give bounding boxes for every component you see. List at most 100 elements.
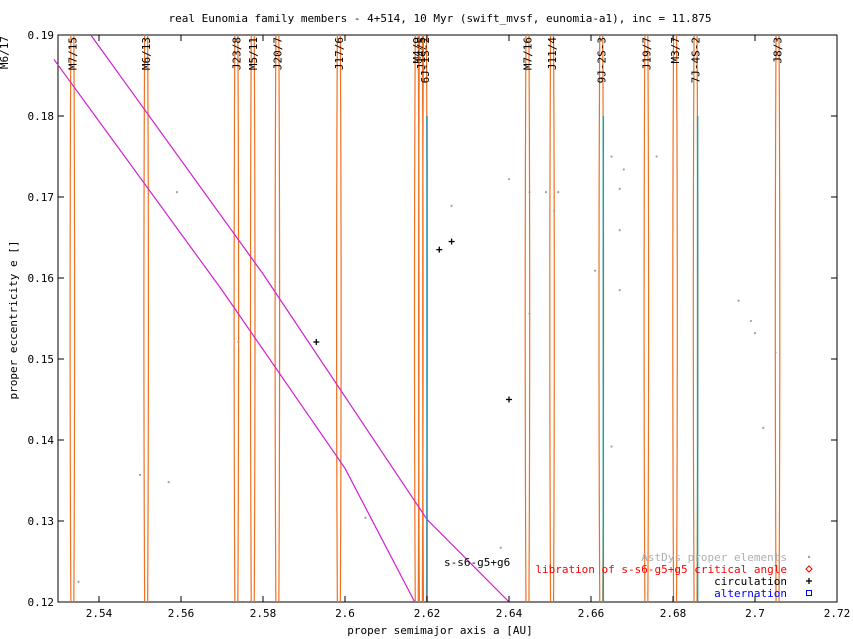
y-tick-label: 0.16 (28, 272, 55, 285)
resonance-edge (692, 34, 695, 603)
astdys-point (175, 191, 178, 194)
resonance-line: M7/16 (521, 34, 534, 603)
resonance-edge (524, 34, 527, 603)
astdys-point (557, 191, 560, 194)
resonance-edge (528, 34, 531, 603)
astdys-point (138, 473, 142, 476)
x-tick-label: 2.7 (745, 607, 765, 620)
resonance-label: J17/6 (333, 37, 346, 70)
resonance-edge (249, 34, 252, 603)
resonance-edge (336, 34, 338, 603)
legend-marker (807, 555, 811, 559)
legend-entry: circulation (714, 575, 812, 588)
resonance-label: J11/4 (546, 37, 559, 70)
resonance-edge (274, 34, 277, 603)
legend-label: circulation (714, 575, 787, 588)
x-axis-label: proper semimajor axis a [AU] (347, 624, 532, 637)
resonance-edge (643, 34, 646, 603)
astdys-point (544, 191, 548, 194)
circulation-point (506, 396, 512, 403)
astdys-point (762, 426, 765, 429)
resonance-edge (774, 34, 777, 603)
astdys-point (618, 187, 621, 190)
data-points (77, 155, 777, 583)
y-tick-label: 0.14 (28, 434, 55, 447)
astdys-point (774, 351, 777, 354)
x-tick-label: 2.66 (578, 607, 605, 620)
axes: 2.54 2.56 2.58 2.6 2.62 2.64 2.66 2.68 2.7 2.72 0.… (28, 29, 851, 620)
resonance-label: M7/16 (521, 37, 534, 70)
resonance-label: J20/7 (271, 37, 284, 70)
y-tick-label: 0.19 (28, 29, 55, 42)
resonance-edge (552, 34, 555, 603)
y-tick-label: 0.17 (28, 191, 55, 204)
astdys-point (553, 209, 556, 212)
resonance-edge (675, 34, 678, 603)
plot-border (57, 34, 838, 603)
x-tick-label: 2.6 (335, 607, 355, 620)
circulation-point (313, 338, 320, 345)
resonance-line: M4/9 (411, 34, 424, 603)
resonance-label: M7/15 (66, 37, 79, 70)
resonance-label: 6J-1S-2 (419, 37, 432, 83)
resonance-lines: M7/15 M6/13 J23/8 M5/11 J20/7 J17/6 M4/9J14/56… (66, 34, 785, 603)
resonance-line: M7/15 (66, 34, 79, 603)
y-tick-label: 0.13 (28, 515, 55, 528)
secular-resonance-curves (53, 34, 510, 603)
resonance-label: J23/8 (230, 37, 243, 70)
resonance-line: M6/13 (140, 34, 153, 603)
astdys-point (364, 516, 367, 519)
x-tick-label: 2.72 (824, 607, 851, 620)
astdys-point (450, 204, 453, 208)
resonance-edge (339, 34, 342, 603)
secular-curve (53, 58, 416, 603)
resonance-line: 7J-4S-2 (690, 34, 703, 603)
resonance-edge (278, 34, 281, 603)
astdys-point (499, 546, 502, 549)
resonance-line: J19/7 (640, 34, 653, 603)
resonance-label: M4/9 (411, 37, 424, 64)
resonance-edge (647, 34, 650, 603)
resonance-label: 9J-2S-3 (595, 37, 608, 83)
x-tick-label: 2.56 (168, 607, 195, 620)
astdys-point (753, 331, 757, 335)
circulation-point (448, 238, 455, 245)
x-tick-label: 2.68 (660, 607, 687, 620)
vertical-lines (426, 116, 699, 602)
resonance-line: J20/7 (271, 34, 284, 603)
astdys-point (594, 269, 597, 272)
astdys-point (655, 155, 658, 158)
legend-entry: AstDys proper elements (641, 551, 811, 564)
astdys-point (618, 289, 621, 292)
resonance-edge (143, 34, 146, 603)
resonance-edge (413, 34, 416, 603)
y-axis-label: proper eccentricity e [] (7, 241, 20, 400)
y-tick-label: 0.12 (28, 596, 55, 609)
astdys-point (77, 580, 80, 583)
chart-title: real Eunomia family members - 4+514, 10 … (168, 12, 711, 25)
legend-marker (806, 590, 812, 596)
astdys-point (507, 178, 511, 181)
resonance-edge (237, 34, 240, 603)
resonance-label: J14/5 (415, 37, 428, 70)
y-tick-label: 0.18 (28, 110, 55, 123)
astdys-point (622, 168, 625, 171)
resonance-edge (147, 34, 149, 603)
astdys-point (528, 312, 531, 315)
x-tick-label: 2.62 (414, 607, 441, 620)
resonance-edge (672, 34, 675, 603)
y-tick-label: 0.15 (28, 353, 55, 366)
plot-frame (57, 34, 838, 603)
astdys-point (528, 191, 531, 194)
resonance-label: 7J-4S-2 (690, 37, 703, 83)
astdys-point (618, 229, 621, 232)
resonance-line: J23/8 (230, 34, 243, 603)
astdys-point (610, 445, 613, 448)
legend-entry: alternation (714, 587, 812, 600)
resonance-edge (422, 34, 425, 603)
x-tick-label: 2.54 (86, 607, 113, 620)
astdys-point (737, 299, 740, 302)
resonance-edge (69, 34, 72, 603)
